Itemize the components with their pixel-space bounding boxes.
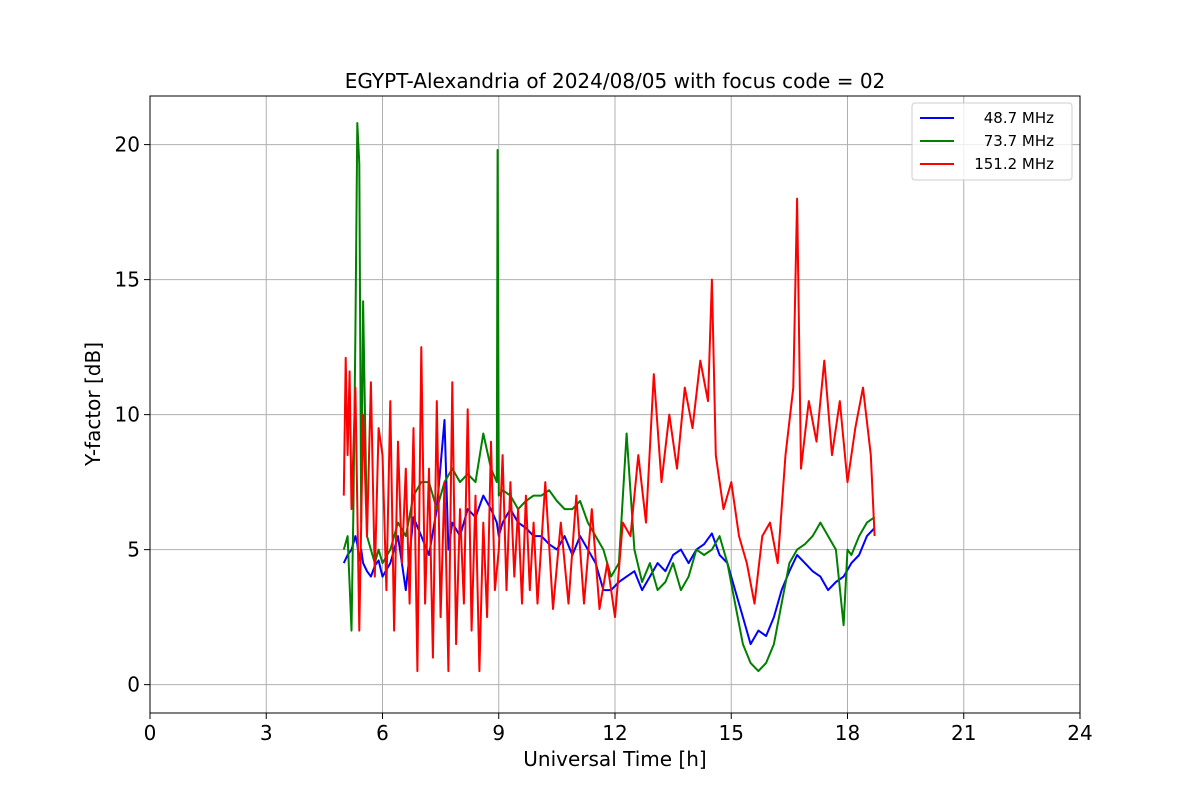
y-axis-label: Y-factor [dB]	[81, 342, 105, 467]
legend-label-0: 48.7 MHz	[984, 109, 1054, 127]
y-tick-label: 20	[115, 133, 140, 157]
x-tick-label: 0	[144, 721, 157, 745]
y-tick-label: 15	[115, 268, 140, 292]
x-tick-label: 12	[602, 721, 627, 745]
series-layer	[342, 122, 876, 673]
y-tick-label: 5	[127, 538, 140, 562]
series-line-2	[342, 197, 876, 673]
x-tick-label: 9	[492, 721, 505, 745]
x-tick-label: 6	[376, 721, 389, 745]
x-tick-label: 24	[1067, 721, 1092, 745]
x-tick-label: 15	[719, 721, 744, 745]
y-tick-label: 10	[115, 403, 140, 427]
y-tick-label: 0	[127, 673, 140, 697]
chart-title: EGYPT-Alexandria of 2024/08/05 with focu…	[345, 69, 886, 93]
legend-label-2: 151.2 MHz	[974, 155, 1054, 173]
legend: 48.7 MHz 73.7 MHz 151.2 MHz	[911, 102, 1073, 181]
x-tick-label: 3	[260, 721, 273, 745]
x-axis-label: Universal Time [h]	[523, 747, 706, 771]
ticks: 0 3 6 9 12 15 18 21 24 0 5 10 15 20	[115, 133, 1093, 745]
legend-box	[911, 102, 1073, 181]
legend-label-1: 73.7 MHz	[984, 132, 1054, 150]
x-tick-label: 18	[835, 721, 860, 745]
x-tick-label: 21	[951, 721, 976, 745]
